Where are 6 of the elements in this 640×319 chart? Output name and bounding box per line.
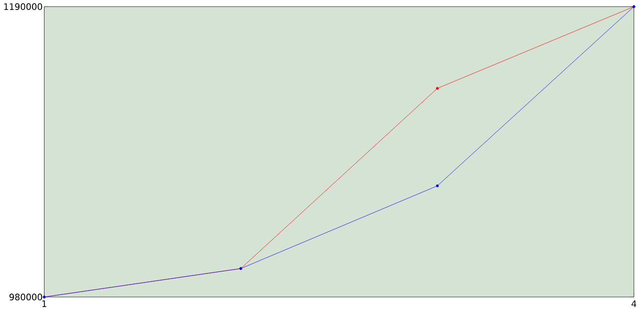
x-tick-label: 1 [42,300,46,308]
y-tick-label: 980000 [9,294,42,300]
x-tick-label: 4 [632,300,636,308]
point [436,184,439,188]
y-tick-label: 1190000 [4,3,42,10]
point [436,87,439,90]
